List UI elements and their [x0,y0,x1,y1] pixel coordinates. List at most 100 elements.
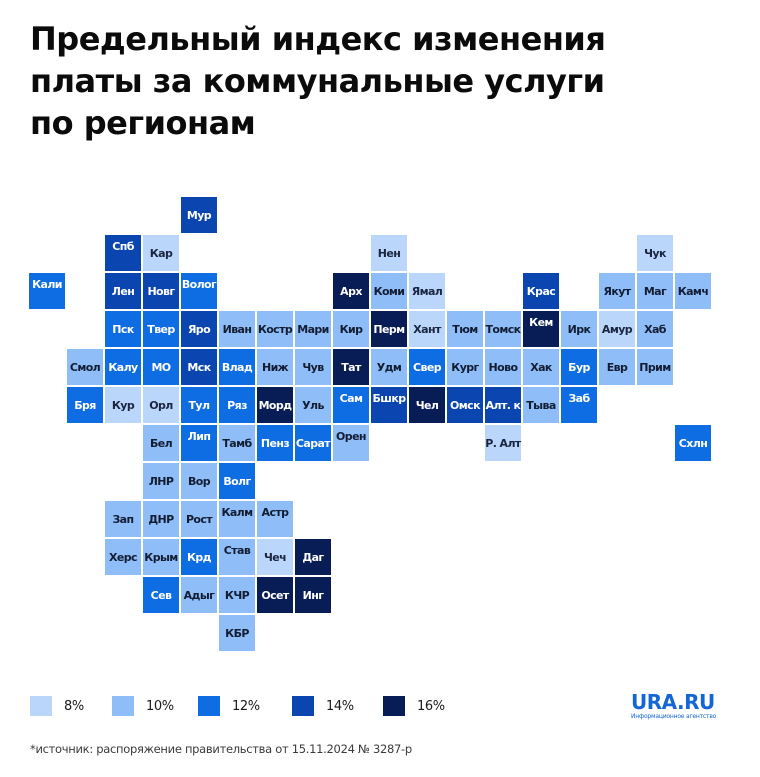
region-tile: Алт. к [485,387,521,423]
title-line-3: по регионам [30,104,256,142]
region-label: Кем [529,316,553,329]
legend-swatch [112,696,134,716]
legend-label: 14% [326,698,354,714]
region-label: Тул [188,398,211,412]
region-label: Хак [530,360,552,374]
region-tile: Нен [371,235,407,271]
region-tile: Схлн [675,425,711,461]
legend-swatch [30,696,52,716]
region-tile-map: Мур Спб Кар Нен Чук Кали Лен Новг Волог Арх Коми Ям… [29,197,711,651]
region-label: Тюм [452,322,478,336]
region-tile: Маг [637,273,673,309]
region-label: Омск [450,398,481,412]
region-label: Мск [187,360,211,374]
region-label: Пск [112,322,134,336]
region-tile: Став [219,539,255,575]
region-label: Схлн [678,436,708,450]
region-tile: Чук [637,235,673,271]
region-tile: Вор [181,463,217,499]
region-label: Мур [186,208,212,222]
region-tile: Ниж [257,349,293,385]
region-tile: Томск [485,311,521,347]
region-tile: Сарат [295,425,331,461]
region-tile: Чел [409,387,445,423]
legend-item: 8% [30,696,84,716]
region-tile: Удм [371,349,407,385]
region-label: Ирк [567,322,591,336]
region-tile: Новг [143,273,179,309]
logo-tagline: Информационное агентство [631,713,717,720]
region-label: Осет [261,588,289,602]
region-tile: Р. Алт [485,425,521,461]
region-tile: КЧР [219,577,255,613]
legend-label: 8% [64,698,84,714]
region-label: Став [223,544,251,557]
region-label: Бря [74,398,96,412]
legend-label: 10% [146,698,174,714]
region-tile: КБР [219,615,255,651]
region-label: Кир [339,322,363,336]
region-tile: МО [143,349,179,385]
region-label: Евр [606,360,628,374]
region-label: КЧР [224,588,250,602]
region-label: Арх [340,284,362,298]
region-label: Ряз [227,398,247,412]
legend-item: 10% [112,696,174,716]
region-label: Крд [187,550,212,564]
region-tile: Астр [257,501,293,537]
region-label: Зап [112,512,134,526]
region-label: Хант [413,322,441,336]
region-label: Пенз [260,436,290,450]
region-label: Ново [488,360,518,374]
region-tile: Амур [599,311,635,347]
legend-item: 12% [198,696,260,716]
region-tile: Лип [181,425,217,461]
region-tile: Спб [105,235,141,271]
region-label: Яро [187,322,211,336]
region-label: Алт. к [485,398,521,412]
region-tile: Сев [143,577,179,613]
region-label: Иван [222,322,252,336]
region-label: КБР [225,626,249,640]
region-label: Заб [568,392,590,405]
region-label: Вор [187,474,211,488]
region-tile: Ямал [409,273,445,309]
region-tile: Бур [561,349,597,385]
region-label: Свер [413,360,442,374]
region-label: Кург [451,360,479,374]
region-label: Ниж [261,360,289,374]
region-tile: Тыва [523,387,559,423]
region-tile: Кург [447,349,483,385]
region-label: Якут [603,284,631,298]
region-label: Орл [149,398,173,412]
region-tile: Хант [409,311,445,347]
legend-swatch [292,696,314,716]
region-label: Сев [150,588,172,602]
chart-title: Предельный индекс изменения платы за ком… [30,18,730,144]
region-tile: Прим [637,349,673,385]
region-label: Рост [185,512,213,526]
region-tile: Бшкр [371,387,407,423]
region-tile: Свер [409,349,445,385]
region-tile: Тамб [219,425,255,461]
region-tile: Мари [295,311,331,347]
region-label: Кали [32,278,62,291]
region-tile: ДНР [143,501,179,537]
region-label: Бшкр [372,392,406,405]
region-label: Крым [144,550,178,564]
region-tile: Хак [523,349,559,385]
region-label: Даг [302,550,324,564]
region-tile: Пск [105,311,141,347]
region-tile: Мск [181,349,217,385]
region-tile: Иван [219,311,255,347]
region-tile: Кир [333,311,369,347]
region-label: Кар [149,246,173,260]
region-label: Чел [415,398,439,412]
region-tile: Омск [447,387,483,423]
region-label: Мари [297,322,329,336]
region-tile: Крд [181,539,217,575]
region-tile: Рост [181,501,217,537]
region-tile: Бря [67,387,103,423]
region-label: Чук [644,246,666,260]
region-tile: Крым [143,539,179,575]
